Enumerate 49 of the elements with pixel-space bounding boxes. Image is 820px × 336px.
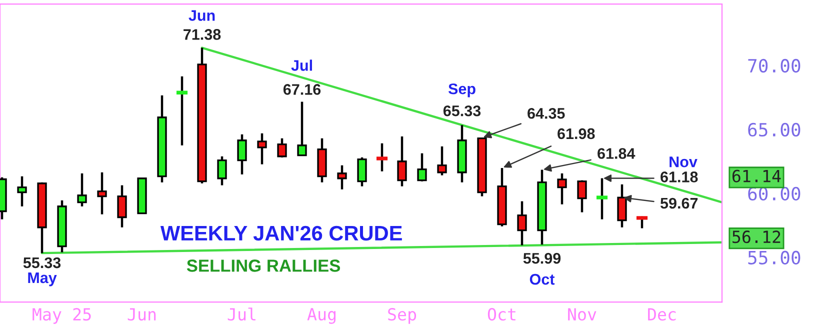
- candlestick: [217, 155, 227, 186]
- annotation: Jun: [188, 10, 215, 21]
- candlestick: [557, 172, 567, 206]
- y-tick-label: 65.00: [748, 122, 800, 137]
- annotation: 65.33: [443, 105, 481, 116]
- candlestick: [97, 171, 107, 216]
- x-tick-label: Jul: [228, 308, 256, 321]
- candlestick: [417, 152, 427, 182]
- x-tick-label: Nov: [568, 308, 596, 321]
- x-tick-label: Oct: [488, 308, 516, 321]
- annotation: Jul: [291, 60, 312, 71]
- candlestick: [297, 100, 307, 156]
- candlestick: [117, 184, 127, 228]
- annotation: May: [28, 272, 57, 286]
- annotation: 55.33: [23, 257, 61, 268]
- y-tick-label: 55.00: [748, 250, 800, 264]
- candlestick: [517, 200, 527, 246]
- candlestick: [357, 156, 367, 188]
- candlestick: [397, 135, 407, 188]
- candlestick: [577, 179, 587, 214]
- text: 56.12: [732, 230, 780, 244]
- annotation: 61.98: [558, 128, 595, 140]
- x-tick-label: Sep: [388, 308, 416, 324]
- candlestick: [237, 133, 247, 176]
- annotation: 55.99: [523, 252, 561, 264]
- annotation: 64.35: [528, 108, 565, 119]
- annotation: 67.16: [283, 84, 321, 95]
- y-tick-label: 60.00: [748, 186, 800, 201]
- candlestick: [277, 137, 287, 159]
- annotation: 61.84: [598, 148, 636, 159]
- x-tick-label: Jun: [128, 308, 156, 321]
- annotation: 71.38: [184, 29, 221, 40]
- text: WEEKLY JAN'26 CRUDE: [160, 226, 402, 241]
- candlestick: [77, 172, 87, 208]
- candlestick: [337, 164, 347, 190]
- y-tick-label: 70.00: [748, 58, 800, 73]
- candlestick: [257, 132, 267, 166]
- x-tick-label: Dec: [648, 308, 676, 321]
- x-tick-label: Aug: [307, 308, 336, 324]
- annotation: Nov: [670, 156, 698, 168]
- candlestick: [17, 175, 27, 208]
- annotation: 59.67: [660, 198, 698, 209]
- annotation: Sep: [448, 83, 476, 98]
- text: SELLING RALLIES: [186, 260, 340, 272]
- text: 61.14: [732, 170, 781, 182]
- x-tick-label: May 25: [32, 308, 91, 324]
- candlestick: [437, 145, 447, 176]
- annotation: 61.18: [660, 172, 698, 182]
- annotation: Oct: [530, 274, 555, 285]
